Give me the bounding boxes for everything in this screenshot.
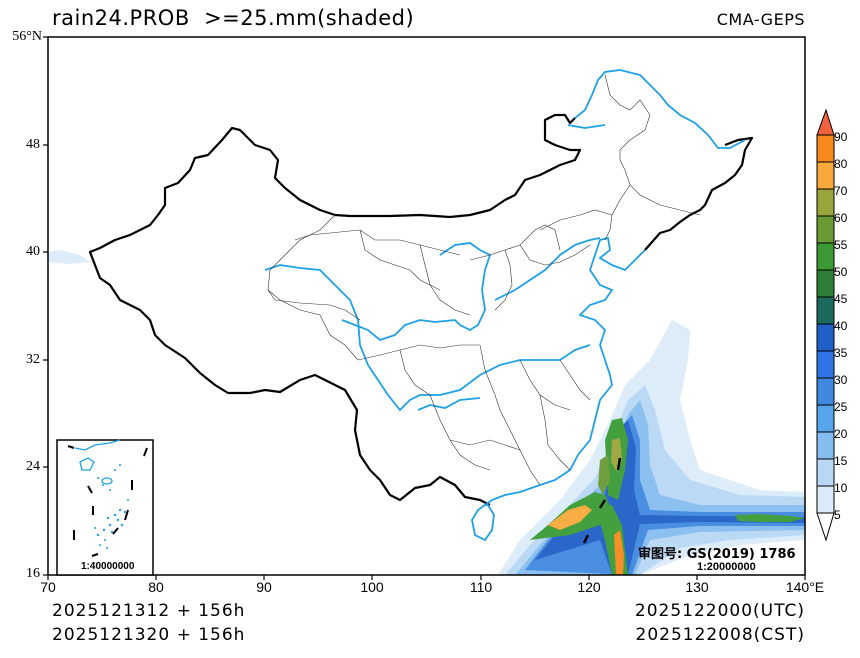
colorbar-label-15: 15: [834, 454, 848, 468]
colorbar-label-30: 30: [834, 373, 848, 387]
lat-label-56: 56°N: [12, 29, 42, 44]
init-time-cst: 2025121320 + 156h: [52, 625, 246, 645]
lon-label-70: 70: [40, 579, 56, 595]
colorbar-label-40: 40: [834, 319, 848, 333]
lon-label-100: 100: [360, 579, 384, 595]
rivers-coastline: [264, 69, 746, 542]
map-frame: [47, 36, 806, 576]
main-map-scale: 1:20000000: [697, 561, 756, 573]
chart-title: rain24.PROB >=25.mm(shaded): [52, 6, 415, 30]
colorbar: [816, 108, 835, 542]
lon-label-140: 140°E: [785, 579, 825, 595]
init-time-utc: 2025121312 + 156h: [52, 601, 246, 621]
map-review-number: 审图号: GS(2019) 1786: [638, 547, 796, 562]
dashed-boundary: [582, 457, 622, 544]
lat-label-24: 24: [26, 459, 40, 474]
valid-time-cst: 2025122008(CST): [635, 625, 805, 645]
lat-label-48: 48: [26, 137, 40, 152]
lat-label-16: 16: [26, 566, 40, 581]
colorbar-label-80: 80: [834, 157, 848, 171]
colorbar-label-45: 45: [834, 292, 848, 306]
colorbar-label-55: 55: [834, 238, 848, 252]
lon-label-130: 130: [685, 579, 709, 595]
inset-map: [56, 439, 154, 576]
precip-shading: [46, 250, 805, 575]
colorbar-label-10: 10: [834, 481, 848, 495]
national-border: [88, 113, 754, 506]
lon-label-120: 120: [577, 579, 601, 595]
colorbar-label-35: 35: [834, 346, 848, 360]
colorbar-label-70: 70: [834, 184, 848, 198]
provincial-borders: [267, 74, 701, 486]
lon-label-110: 110: [469, 579, 493, 595]
inset-map-scale: 1:40000000: [81, 561, 135, 572]
model-name: CMA-GEPS: [716, 10, 805, 29]
lat-label-40: 40: [26, 244, 40, 259]
valid-time-utc: 2025122000(UTC): [634, 601, 805, 621]
colorbar-label-5: 5: [834, 508, 841, 522]
lat-label-32: 32: [26, 352, 40, 367]
colorbar-label-20: 20: [834, 427, 848, 441]
colorbar-label-60: 60: [834, 211, 848, 225]
lon-label-80: 80: [148, 579, 164, 595]
axis-ticks: [43, 36, 806, 580]
colorbar-label-50: 50: [834, 265, 848, 279]
colorbar-label-25: 25: [834, 400, 848, 414]
colorbar-label-90: 90: [834, 130, 848, 144]
lon-label-90: 90: [256, 579, 272, 595]
